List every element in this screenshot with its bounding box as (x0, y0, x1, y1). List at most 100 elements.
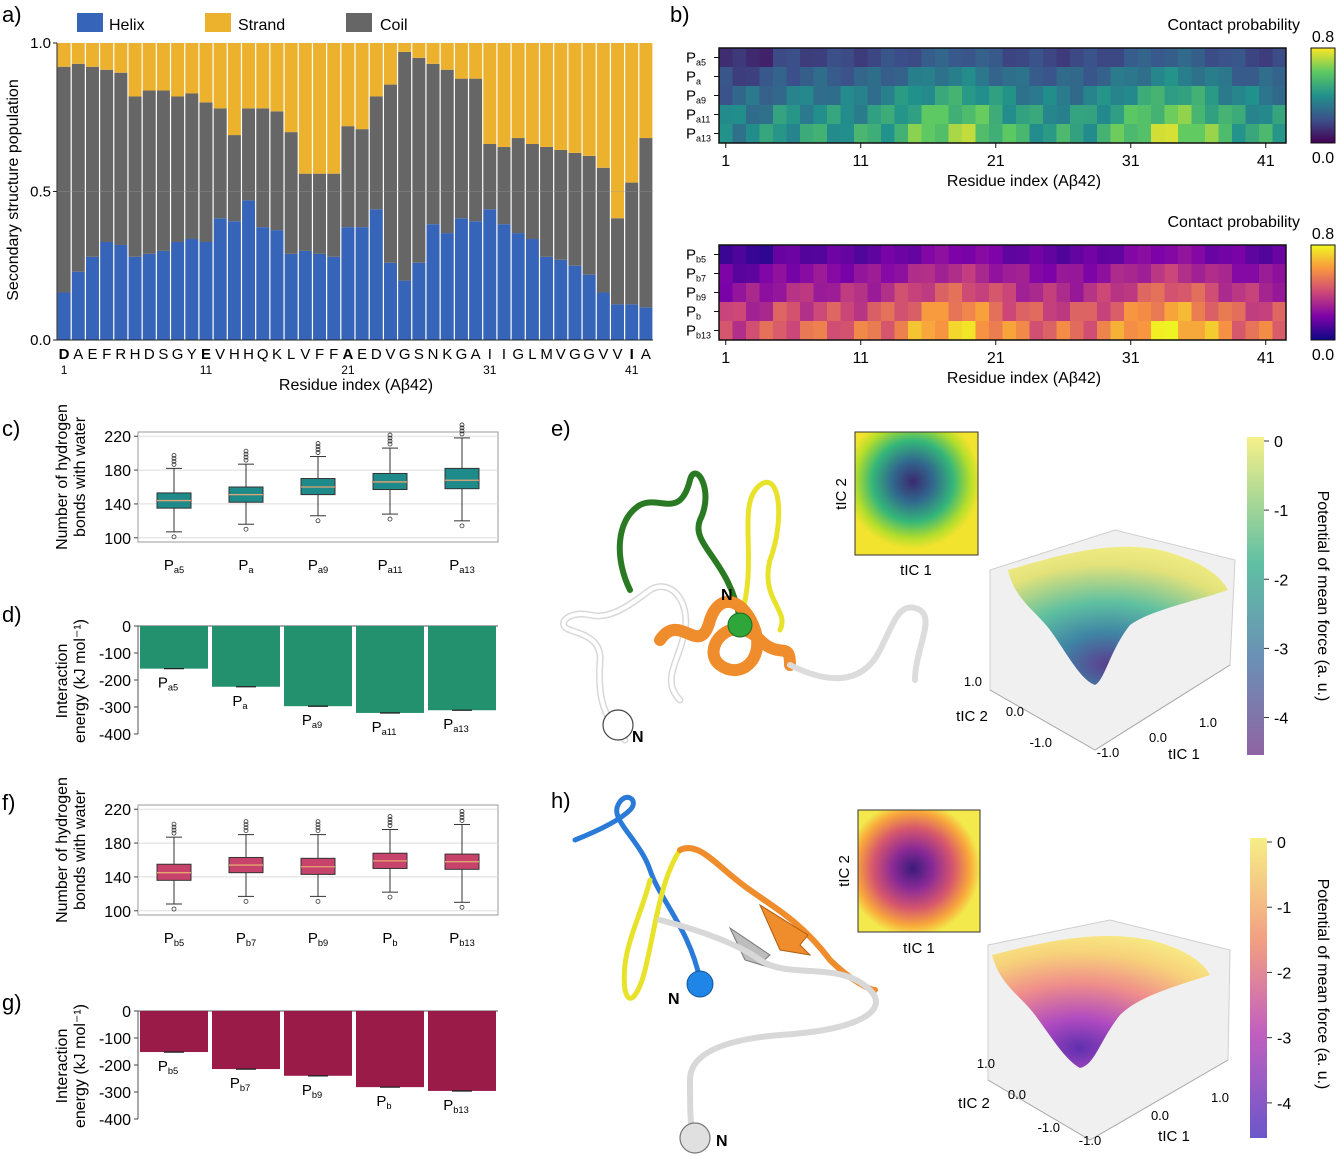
heat-cell (1070, 86, 1084, 106)
bar-xtick-label: Pb (376, 1093, 391, 1111)
heat-cell (908, 302, 922, 322)
bar-coil-28 (440, 69, 454, 234)
box-xtick-label: Pa9 (308, 557, 328, 575)
heat-cell (881, 245, 895, 265)
bar-strand-26 (412, 43, 426, 58)
bar-xtick-label: Pb13 (443, 1097, 469, 1115)
heat-cell (1110, 67, 1125, 87)
bar-strand-25 (398, 43, 412, 52)
box-outlier (315, 450, 321, 455)
heat-cell (1205, 321, 1219, 341)
heat-cell (840, 105, 855, 125)
heat-cell (1151, 48, 1165, 68)
bar-xtick-label: Pa13 (443, 716, 469, 734)
heat-cell (1016, 124, 1030, 144)
heat-cell (759, 105, 774, 125)
bar-energy-3 (284, 626, 352, 707)
heat-cell (1016, 86, 1030, 106)
bar-helix-8 (156, 250, 170, 340)
bar-xtick-label: Pa (232, 693, 248, 711)
heat-cell (948, 105, 963, 125)
heat-cell (1029, 321, 1044, 341)
heat-cell (948, 67, 963, 87)
heat-cell (719, 48, 733, 68)
xtick-residue: M (540, 346, 553, 363)
heat-cell (894, 283, 909, 303)
heat-cell (1245, 86, 1260, 106)
heat-cell (1070, 283, 1084, 303)
heat-cell (786, 86, 801, 106)
heat-cell (773, 67, 787, 87)
heat-cell (1218, 86, 1233, 106)
box-ytick-label: 100 (104, 531, 131, 548)
bar-strand-22 (355, 43, 369, 130)
heat-cell (1259, 86, 1273, 106)
heat-cell (1191, 86, 1206, 106)
heat-cell (1178, 283, 1192, 303)
bar-strand-17 (284, 43, 298, 133)
xtick-residue: H (243, 346, 254, 363)
box-outlier (387, 817, 393, 822)
bar-coil-11 (199, 102, 213, 242)
heat-cell (1043, 48, 1057, 68)
inset-h-ylabel: tIC 2 (836, 855, 853, 887)
bar-coil-18 (298, 173, 312, 251)
xtick-residue: V (385, 346, 395, 363)
heatmap-xtick-label: 31 (1122, 350, 1140, 367)
heat-cell (1043, 67, 1057, 87)
bar-strand-20 (327, 43, 341, 174)
surface-e-mesh (1008, 546, 1228, 685)
xtick-residue: A (342, 346, 353, 363)
box-outlier (243, 822, 249, 828)
heat-cell (759, 86, 774, 106)
heat-cell (1029, 124, 1044, 144)
surface-h-axis-x (987, 1079, 1091, 1141)
heat-cell (1218, 245, 1233, 265)
box-outlier (171, 455, 177, 461)
heat-cell (975, 124, 990, 144)
xtick-residue: K (442, 346, 452, 363)
heat-cell (1245, 264, 1260, 284)
heat-cell (746, 67, 760, 87)
box-outlier (243, 457, 249, 463)
heat-cell (1083, 283, 1098, 303)
surface-e-ytick-0: 1.0 (964, 674, 982, 689)
heat-cell (746, 48, 760, 68)
heat-cell (921, 245, 936, 265)
heat-cell (989, 67, 1003, 87)
structure-e-tail (787, 604, 929, 683)
heatmap-colorbar (1310, 244, 1336, 341)
bar-helix-18 (298, 250, 312, 340)
bar-coil-37 (568, 152, 582, 266)
heat-cell (1191, 302, 1206, 322)
bar-strand-41 (625, 43, 639, 183)
bar-ytick-label: -400 (99, 1112, 131, 1129)
heat-cell (1245, 67, 1260, 87)
chart-a-ylabel: Secondary structure population (5, 79, 22, 300)
heat-cell (732, 86, 747, 106)
heatmap-xtick-label: 41 (1257, 153, 1275, 170)
bar-energy-5 (428, 626, 496, 711)
heat-cell (773, 86, 787, 106)
heat-cell (1029, 283, 1044, 303)
bar-helix-6 (128, 256, 142, 340)
box-ytick-label: 100 (104, 904, 131, 921)
heat-cell (1016, 302, 1030, 322)
heat-cell (732, 48, 747, 68)
heat-cell (1178, 86, 1192, 106)
heat-cell (786, 264, 801, 284)
heat-cell (1245, 48, 1260, 68)
bar-helix-19 (313, 253, 327, 340)
heat-cell (773, 302, 787, 322)
barchart-d: 0 -100 -200 -300 -400 Pa5 Pa Pa9 Pa11 Pa13 Interac… (54, 619, 498, 744)
heat-cell (1245, 321, 1260, 341)
heat-cell (1245, 245, 1260, 265)
colorbar-e-ticks: 0 -1 -2 -3 -4 (1264, 434, 1288, 728)
heat-cell (800, 283, 814, 303)
heat-cell (1124, 245, 1138, 265)
legend-label-coil: Coil (380, 17, 408, 34)
heat-cell (1205, 105, 1219, 125)
heat-cell (1191, 124, 1206, 144)
box-xtick-label: Pa (238, 557, 254, 575)
heat-cell (1124, 264, 1138, 284)
